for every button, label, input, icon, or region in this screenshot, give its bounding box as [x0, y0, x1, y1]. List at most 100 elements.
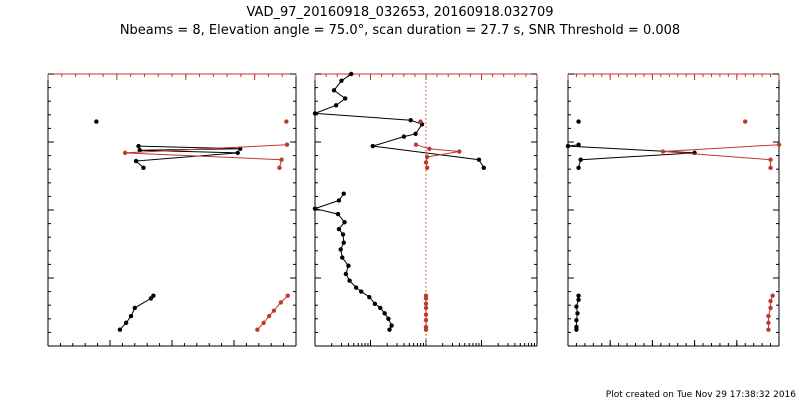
- data-point: [378, 305, 383, 311]
- series-line: [567, 144, 695, 168]
- panels: [47, 71, 782, 347]
- data-point: [277, 165, 282, 171]
- data-point: [349, 71, 354, 77]
- data-point: [457, 149, 462, 154]
- data-point: [367, 294, 372, 300]
- data-point: [576, 119, 581, 124]
- data-point: [132, 305, 137, 311]
- data-point: [235, 150, 240, 156]
- data-point: [418, 119, 423, 124]
- data-point: [423, 305, 429, 311]
- data-point: [336, 226, 342, 232]
- data-point: [370, 143, 375, 149]
- data-point: [660, 149, 666, 154]
- data-point: [423, 296, 429, 301]
- data-point: [338, 247, 343, 252]
- data-point: [768, 157, 773, 162]
- data-point: [423, 327, 429, 332]
- data-point: [136, 143, 141, 149]
- data-point: [766, 313, 771, 319]
- data-point: [128, 313, 134, 319]
- data-point: [284, 142, 290, 147]
- data-point: [343, 271, 349, 277]
- data-point: [346, 263, 351, 268]
- data-point: [141, 165, 146, 171]
- data-point: [576, 142, 581, 147]
- series-line: [125, 144, 288, 168]
- data-point: [342, 220, 347, 225]
- data-point: [401, 134, 407, 139]
- data-point: [341, 191, 346, 196]
- data-point: [387, 327, 392, 332]
- data-point: [266, 313, 272, 319]
- data-point: [339, 78, 344, 84]
- data-point: [261, 320, 266, 326]
- series-line: [257, 295, 289, 331]
- data-point: [768, 298, 773, 304]
- data-point: [576, 165, 581, 171]
- data-point: [255, 327, 260, 332]
- data-point: [353, 285, 359, 290]
- data-point: [776, 142, 782, 147]
- data-point: [372, 301, 378, 307]
- data-point: [148, 296, 154, 301]
- data-point: [340, 255, 345, 260]
- data-point: [285, 293, 290, 298]
- data-point: [575, 311, 580, 316]
- data-point: [576, 297, 581, 302]
- data-point: [335, 211, 341, 217]
- data-point: [133, 158, 139, 164]
- data-point: [278, 300, 284, 305]
- plot-created-footer: Plot created on Tue Nov 29 17:38:32 2016: [606, 390, 796, 400]
- series-line: [313, 193, 393, 330]
- data-point: [574, 327, 579, 332]
- data-point: [574, 317, 579, 323]
- series-snr: [312, 71, 486, 332]
- data-point: [423, 160, 429, 165]
- data-point: [565, 143, 571, 149]
- data-point: [284, 119, 289, 124]
- figure-subtitle: Nbeams = 8, Elevation angle = 75.0°, sca…: [120, 23, 680, 38]
- data-point: [341, 240, 346, 245]
- data-point: [423, 317, 429, 323]
- data-point: [382, 311, 387, 316]
- data-point: [238, 146, 243, 151]
- data-point: [94, 119, 99, 124]
- data-point: [768, 165, 773, 171]
- series-correlation: [660, 119, 782, 332]
- data-point: [312, 206, 318, 211]
- data-point: [122, 150, 128, 156]
- data-point: [481, 165, 486, 171]
- data-point: [386, 316, 391, 321]
- data-point: [333, 103, 339, 108]
- data-point: [768, 305, 773, 311]
- data-point: [389, 323, 394, 328]
- data-point: [117, 327, 123, 332]
- data-point: [123, 320, 129, 326]
- series-vertical-velocity: [413, 119, 462, 332]
- series-line: [314, 73, 485, 169]
- panel-3: [565, 73, 782, 347]
- series-wind-speed: [94, 119, 243, 332]
- series-wind-direction: [122, 119, 290, 332]
- data-point: [347, 278, 352, 283]
- data-point: [743, 119, 748, 124]
- data-point: [576, 293, 581, 298]
- data-point: [424, 154, 430, 160]
- data-point: [340, 232, 346, 237]
- data-point: [359, 289, 364, 294]
- data-point: [423, 312, 429, 317]
- data-point: [476, 157, 482, 162]
- data-point: [271, 308, 277, 313]
- data-point: [423, 301, 429, 307]
- panel-2: [312, 71, 538, 347]
- data-point: [413, 131, 418, 137]
- data-point: [279, 157, 284, 162]
- data-point: [766, 320, 771, 326]
- data-point: [424, 165, 430, 171]
- data-point: [137, 147, 142, 153]
- data-point: [578, 157, 583, 162]
- data-point: [408, 118, 413, 123]
- data-point: [342, 96, 348, 101]
